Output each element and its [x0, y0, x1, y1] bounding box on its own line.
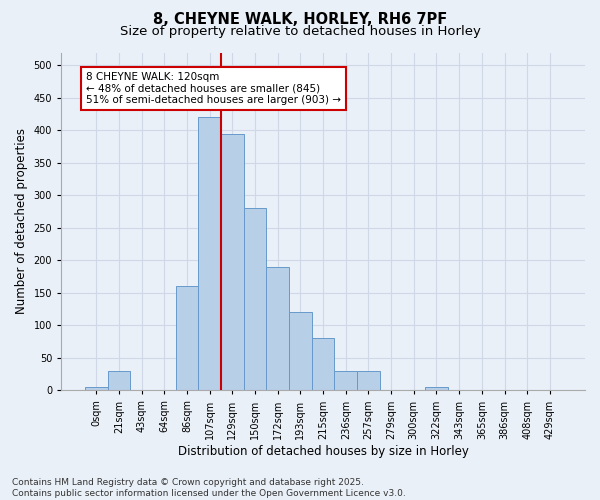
Text: 8 CHEYNE WALK: 120sqm
← 48% of detached houses are smaller (845)
51% of semi-det: 8 CHEYNE WALK: 120sqm ← 48% of detached … [86, 72, 341, 105]
Bar [176, 286, 199, 391]
Text: 8, CHEYNE WALK, HORLEY, RH6 7PF: 8, CHEYNE WALK, HORLEY, RH6 7PF [153, 12, 447, 28]
Bar [107, 371, 130, 390]
Bar [425, 387, 448, 390]
Bar [85, 387, 107, 390]
Bar [312, 338, 334, 390]
Bar [221, 134, 244, 390]
Bar [199, 118, 221, 390]
Y-axis label: Number of detached properties: Number of detached properties [15, 128, 28, 314]
Bar [244, 208, 266, 390]
Text: Contains HM Land Registry data © Crown copyright and database right 2025.
Contai: Contains HM Land Registry data © Crown c… [12, 478, 406, 498]
Bar [266, 267, 289, 390]
Text: Size of property relative to detached houses in Horley: Size of property relative to detached ho… [119, 25, 481, 38]
Bar [357, 371, 380, 390]
X-axis label: Distribution of detached houses by size in Horley: Distribution of detached houses by size … [178, 444, 469, 458]
Bar [289, 312, 312, 390]
Bar [334, 371, 357, 390]
